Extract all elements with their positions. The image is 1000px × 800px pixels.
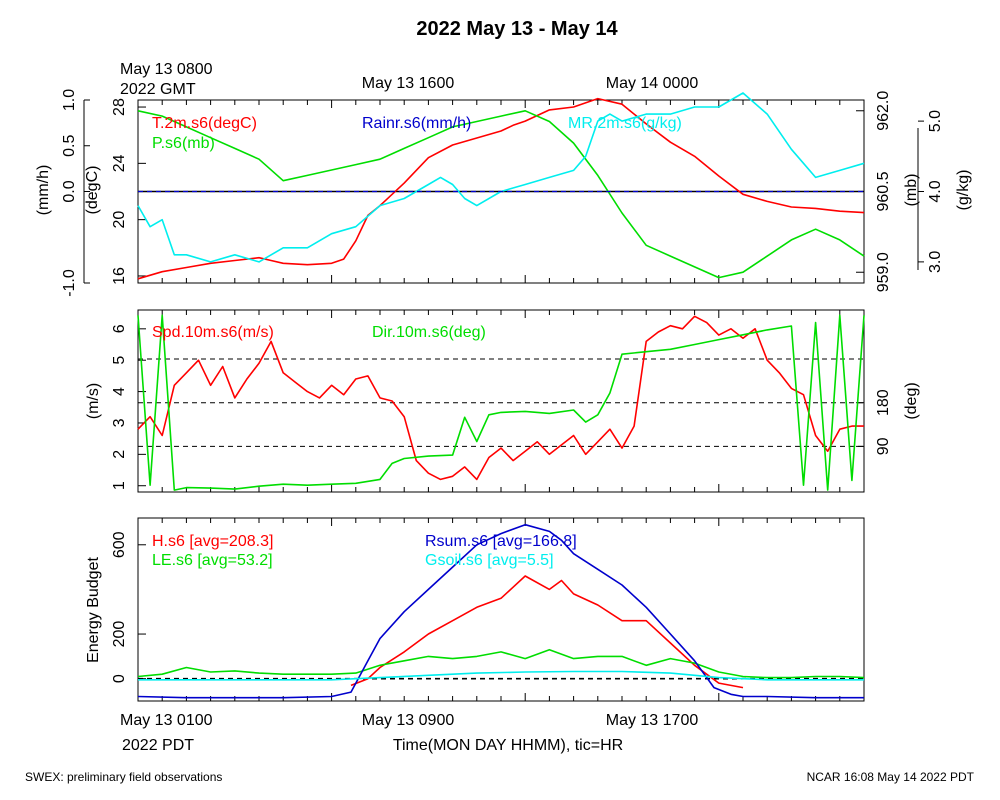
p3-series-gsoil-s6-avg-5-5: [138, 670, 864, 681]
p2-spd-tick-label-2: 3: [111, 418, 128, 427]
bottom-end-label: May 13 1700: [606, 712, 699, 729]
axis-label-wind-direction: (deg): [903, 382, 920, 419]
p3-energy-tick-label-1: 200: [111, 621, 128, 648]
axis-label-mixing-ratio: (g/kg): [955, 170, 972, 211]
bottom-start-label-line1: May 13 0100: [120, 712, 213, 729]
bottom-start-label-line2: 2022 PDT: [122, 737, 194, 754]
p1-mr-tick-label-2: 5.0: [927, 110, 944, 132]
p2-series-dir-10m-s6-deg: [137, 314, 865, 491]
p1-mr-tick-label-1: 4.0: [927, 180, 944, 202]
bottom-mid-label: May 13 0900: [362, 712, 455, 729]
p1-rain-tick-label-2: 0.5: [61, 135, 78, 157]
legend-mixing-ratio: MR.2m.s6(g/kg): [568, 115, 682, 132]
legend-soil-heat: Gsoil.s6 [avg=5.5]: [425, 552, 554, 569]
p2-spd-tick-label-4: 5: [111, 356, 128, 365]
p1-rain-tick-label-0: -1.0: [61, 269, 78, 297]
p2-spd-tick-label-3: 4: [111, 387, 128, 396]
p1-temp-tick-label-3: 28: [111, 98, 128, 116]
top-mid-label: May 13 1600: [362, 75, 455, 92]
p3-energy-tick-label-0: 0: [111, 674, 128, 683]
p1-temp-tick-label-2: 24: [111, 154, 128, 172]
p3-series-h-s6-avg-208-3: [350, 575, 744, 689]
x-axis-title: Time(MON DAY HHMM), tic=HR: [393, 737, 623, 754]
p2-series-spd-10m-s6-m-s: [137, 315, 864, 481]
axis-label-pressure: (mb): [903, 174, 920, 207]
panel-2: 1 2 3 4 5 6 90 180: [111, 310, 892, 492]
chart-title: 2022 May 13 - May 14: [416, 18, 618, 40]
axis-label-temp: (degC): [84, 166, 101, 215]
legend-temperature: T.2m.s6(degC): [152, 115, 257, 132]
p2-spd-tick-label-5: 6: [111, 324, 128, 333]
p2-dir-tick-label-1: 180: [875, 389, 892, 416]
legend-wind-speed: Spd.10m.s6(m/s): [152, 324, 274, 341]
legend-latent-heat: LE.s6 [avg=53.2]: [152, 552, 273, 569]
p1-mr-tick-label-0: 3.0: [927, 251, 944, 273]
top-start-label-line2: 2022 GMT: [120, 81, 196, 98]
panel-1: -1.0 0.0 0.5 1.0 16 20 24 28 959.0 960.5 962.0 3.0 4…: [61, 89, 944, 297]
footer-left: SWEX: preliminary field observations: [25, 770, 222, 784]
p1-pressure-tick-label-0: 959.0: [875, 252, 892, 292]
top-end-label: May 14 0000: [606, 75, 699, 92]
p3-series-le-s6-avg-53-2: [137, 648, 865, 679]
p1-pressure-tick-label-1: 960.5: [875, 171, 892, 211]
p1-series-p-s6-mb: [137, 110, 865, 279]
axis-label-energy-budget: Energy Budget: [85, 557, 102, 663]
axis-label-wind-speed: (m/s): [85, 383, 102, 419]
legend-net-radiation: Rsum.s6 [avg=166.8]: [425, 533, 577, 550]
footer-right: NCAR 16:08 May 14 2022 PDT: [807, 770, 975, 784]
p2-dir-tick-label-0: 90: [875, 437, 892, 455]
p1-rain-tick-label-3: 1.0: [61, 89, 78, 111]
legend-sensible-heat: H.s6 [avg=208.3]: [152, 533, 273, 550]
p3-series-rsum-s6-avg-166-8: [137, 523, 864, 699]
axis-label-rain: (mm/h): [35, 165, 52, 216]
legend-wind-direction: Dir.10m.s6(deg): [372, 324, 486, 341]
p2-spd-tick-label-0: 1: [111, 481, 128, 490]
legend-pressure: P.s6(mb): [152, 135, 215, 152]
p1-series-mr-2m-s6-g-kg: [137, 92, 865, 263]
legend-rain-rate: Rainr.s6(mm/h): [362, 115, 471, 132]
p1-temp-tick-label-1: 20: [111, 211, 128, 229]
p2-spd-tick-label-1: 2: [111, 450, 128, 459]
p3-energy-tick-label-2: 600: [111, 531, 128, 558]
p1-rain-tick-label-1: 0.0: [61, 180, 78, 202]
p1-series-t-2m-s6-degc: [137, 97, 865, 280]
p1-temp-tick-label-0: 16: [111, 267, 128, 285]
panel-3: 0 200 600: [111, 518, 865, 701]
top-start-label-line1: May 13 0800: [120, 61, 213, 78]
p1-pressure-tick-label-2: 962.0: [875, 91, 892, 131]
